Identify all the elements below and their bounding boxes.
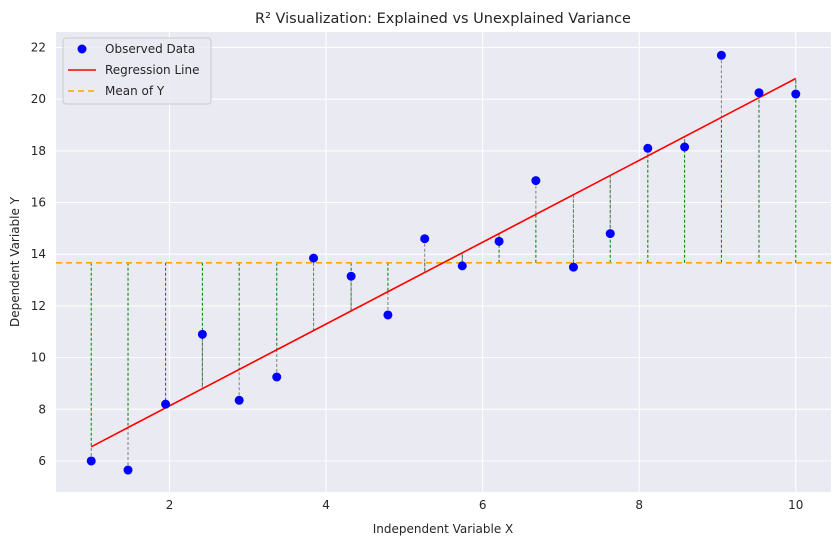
chart-title: R² Visualization: Explained vs Unexplain… [255, 11, 631, 27]
data-point [383, 310, 393, 320]
data-point [123, 465, 133, 475]
data-point [791, 89, 801, 99]
data-point [531, 176, 541, 186]
data-point [494, 236, 504, 246]
grid-lines [56, 32, 831, 492]
regression-line [90, 77, 797, 448]
x-tick-labels: 2 4 6 8 10 [166, 498, 804, 512]
data-point [754, 88, 764, 98]
observed-points [86, 50, 801, 475]
x-tick-label: 6 [479, 498, 487, 512]
y-tick-label: 14 [31, 247, 46, 261]
data-point [309, 253, 319, 263]
x-tick-label: 10 [788, 498, 803, 512]
legend-label: Mean of Y [105, 84, 165, 98]
data-point [346, 271, 356, 281]
legend-box [62, 37, 212, 105]
data-point [234, 395, 244, 405]
data-point [716, 50, 726, 60]
legend-label: Observed Data [105, 42, 195, 56]
data-point [161, 399, 171, 409]
y-tick-label: 16 [31, 196, 46, 210]
y-tick-labels: 6 8 10 12 14 16 18 20 22 [31, 41, 46, 468]
data-point [568, 262, 578, 272]
data-point [272, 372, 282, 382]
x-tick-label: 4 [322, 498, 330, 512]
x-tick-label: 2 [166, 498, 174, 512]
data-point [86, 456, 96, 466]
y-tick-label: 20 [31, 92, 46, 106]
data-point [643, 143, 653, 153]
legend: Observed Data Regression Line Mean of Y [62, 37, 212, 105]
x-axis-label: Independent Variable X [373, 522, 514, 536]
data-point [197, 329, 207, 339]
legend-label: Regression Line [105, 63, 199, 77]
data-point [605, 229, 615, 239]
y-tick-label: 12 [31, 299, 46, 313]
data-point [420, 234, 430, 244]
legend-marker [77, 44, 87, 54]
y-tick-label: 10 [31, 351, 46, 365]
x-tick-label: 8 [635, 498, 643, 512]
data-point [457, 261, 467, 271]
y-tick-label: 6 [38, 454, 46, 468]
y-tick-label: 22 [31, 41, 46, 55]
y-axis-label: Dependent Variable Y [8, 196, 22, 327]
y-tick-label: 8 [38, 402, 46, 416]
y-tick-label: 18 [31, 144, 46, 158]
data-point [680, 142, 690, 152]
